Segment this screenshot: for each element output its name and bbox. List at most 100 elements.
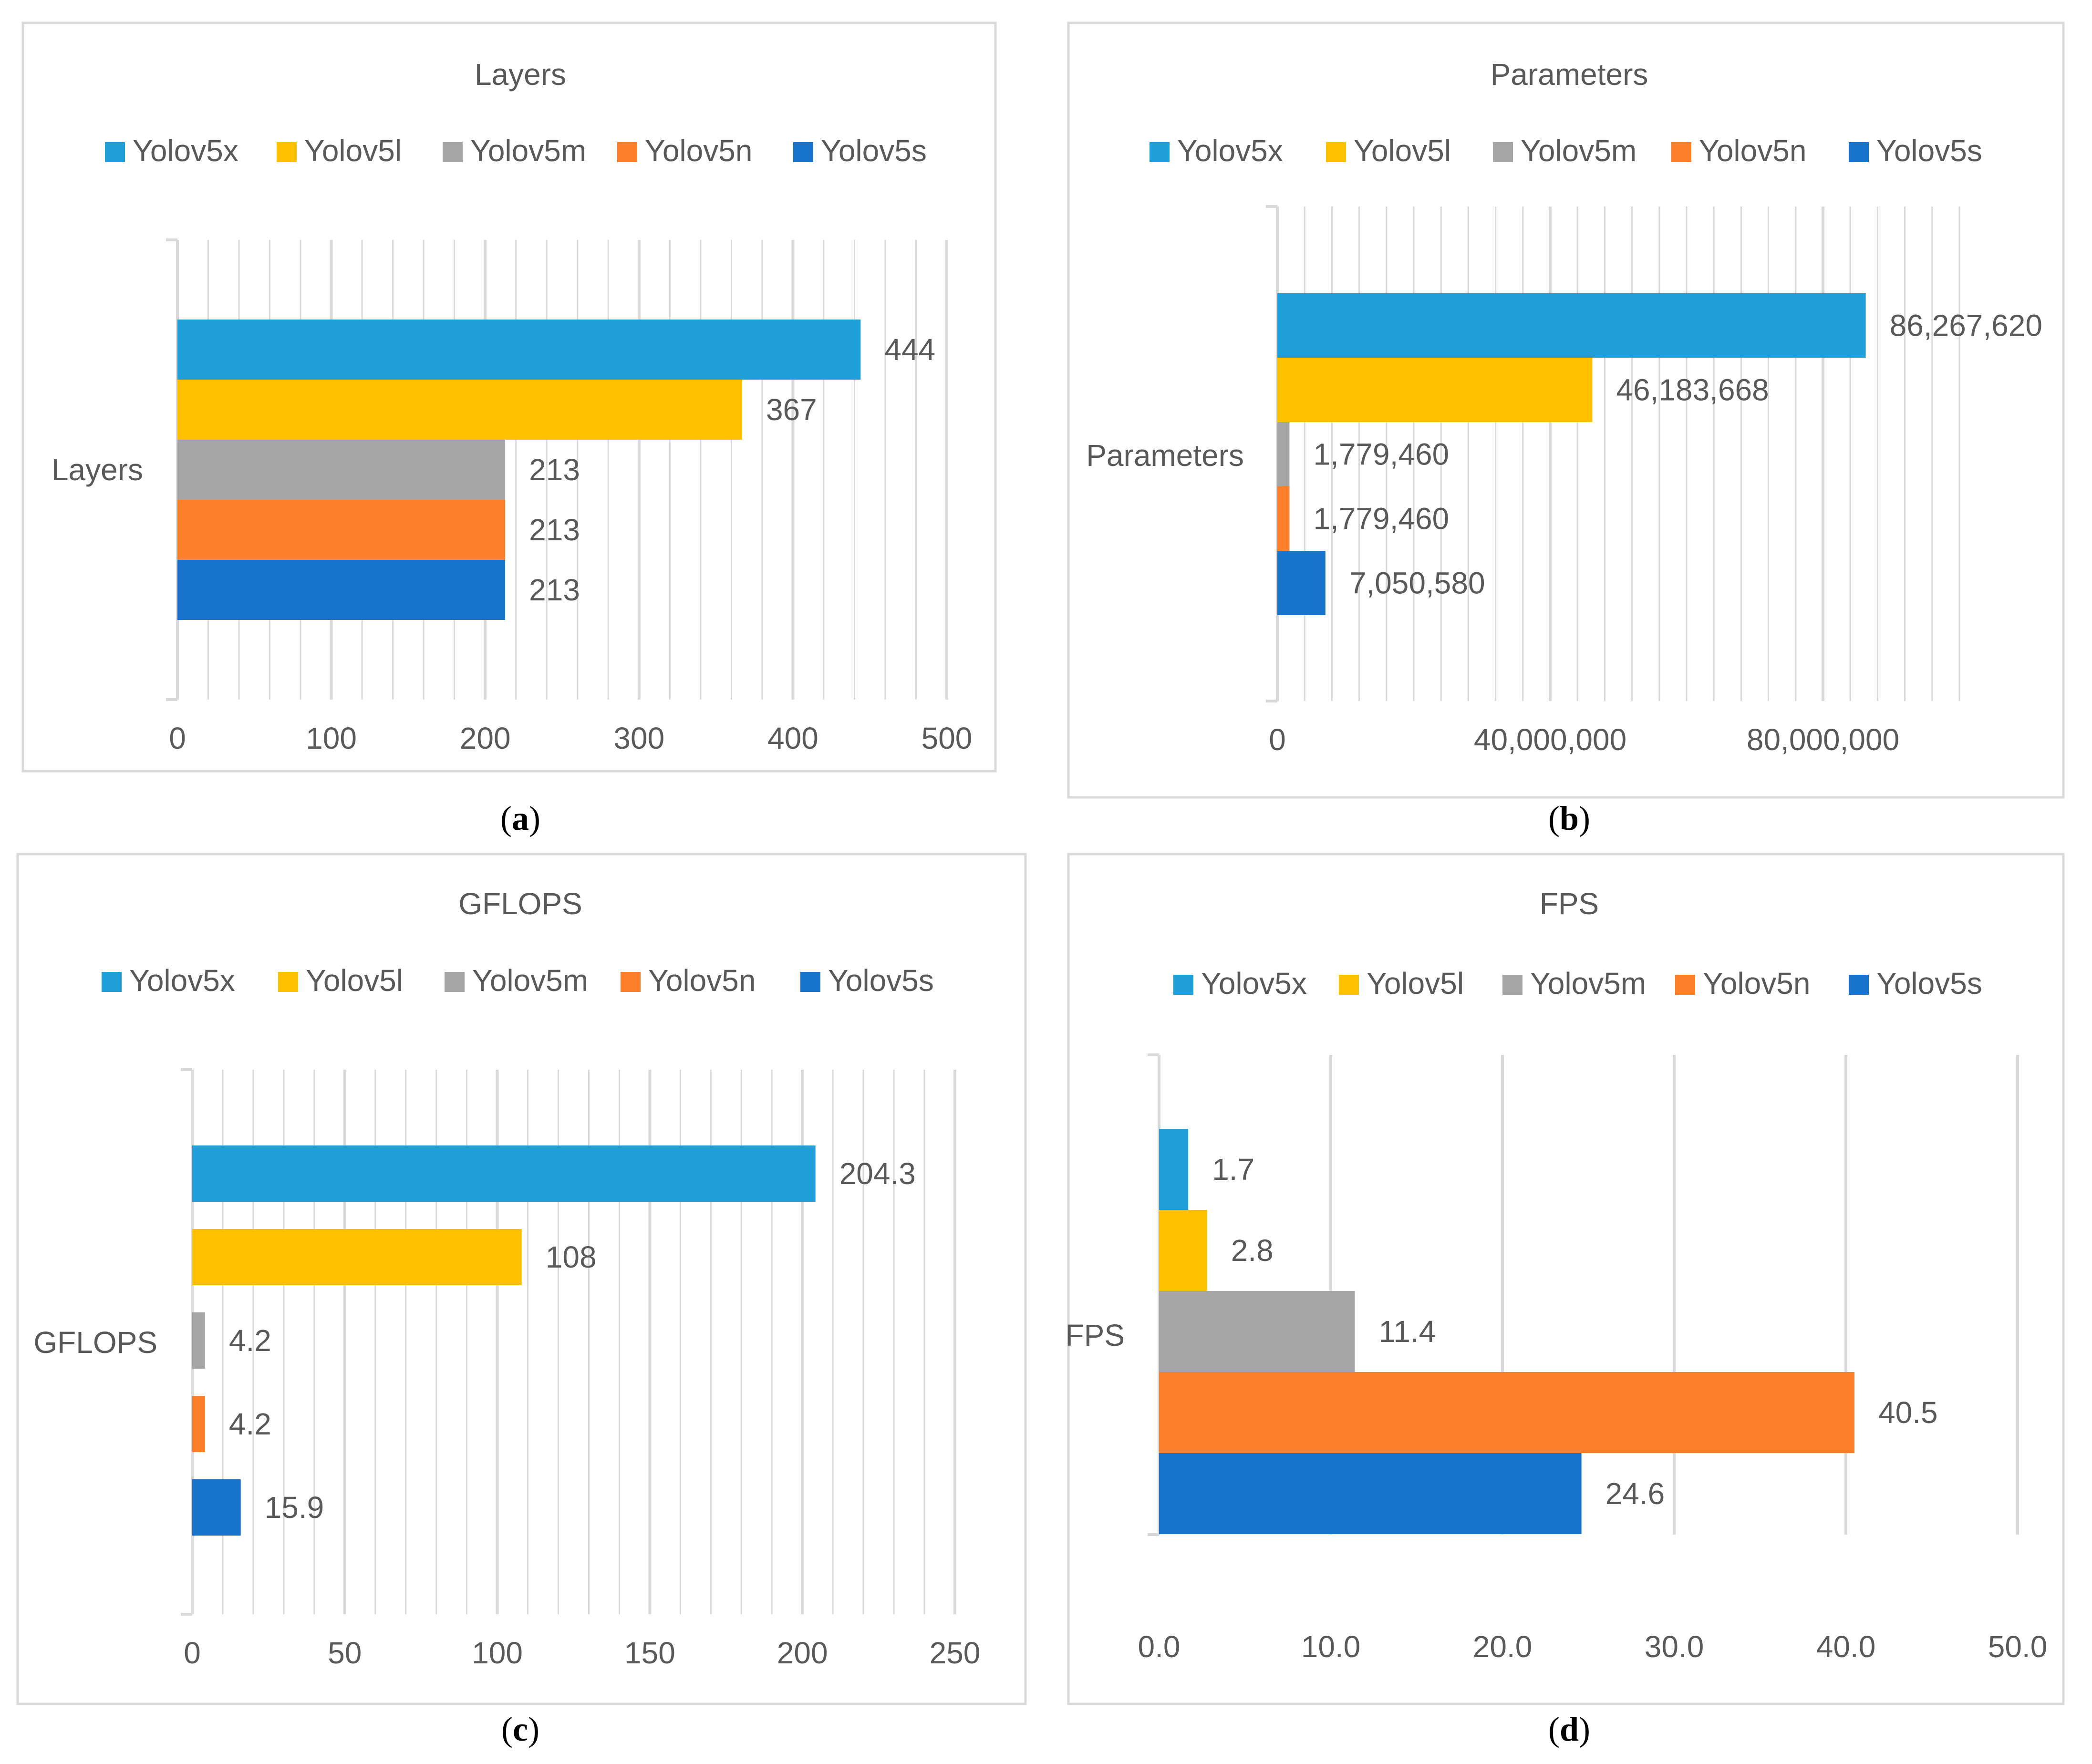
bar-yolov5n [1277,486,1290,551]
caption-open-paren: ( [501,1710,513,1748]
legend-swatch-yolov5s [1849,142,1869,162]
bar-yolov5l [192,1229,522,1285]
data-label-yolov5s: 7,050,580 [1349,566,1485,600]
bar-yolov5m [177,440,506,500]
bar-yolov5x [192,1145,816,1202]
legend-label-yolov5m: Yolov5m [1530,966,1646,1001]
legend-label-yolov5l: Yolov5l [1354,134,1451,168]
legend-label-yolov5x: Yolov5x [1177,134,1283,168]
legend-label-yolov5l: Yolov5l [1367,966,1464,1001]
bar-yolov5s [192,1479,241,1536]
legend-swatch-yolov5n [617,142,637,162]
caption-open-paren: ( [500,799,512,837]
legend-swatch-yolov5l [278,972,298,992]
data-label-yolov5l: 2.8 [1231,1233,1274,1268]
bar-yolov5s [1159,1453,1582,1534]
chart-title: Parameters [1491,57,1648,92]
chart-panel-fps: FPS Yolov5x Yolov5l Yolov5m Yolov5n Yolov5s 1.… [1066,853,2065,1705]
x-tick-label: 200 [777,1636,828,1670]
data-label-yolov5x: 444 [884,332,935,367]
bar-yolov5m [192,1312,205,1369]
data-label-yolov5m: 11.4 [1378,1314,1436,1349]
category-label: Parameters [1086,438,1244,473]
legend-swatch-yolov5m [445,972,465,992]
x-tick-label: 40,000,000 [1474,722,1626,757]
bar-yolov5s [177,560,506,620]
legend-label-yolov5m: Yolov5m [472,963,588,998]
bars: 1.7 2.8 11.4 40.5 24.6 [1159,1129,1938,1534]
caption-close-paren: ) [1579,799,1590,837]
category-label: Layers [52,453,143,487]
data-label-yolov5s: 15.9 [265,1490,324,1525]
legend-swatch-yolov5s [1849,975,1869,995]
bar-yolov5n [1159,1372,1854,1453]
legend-swatch-yolov5m [1502,975,1522,995]
x-tick-label: 300 [613,721,664,755]
x-tick-labels: 0.0 10.0 20.0 30.0 40.0 50.0 [1138,1630,2048,1664]
data-label-yolov5n: 4.2 [229,1407,271,1441]
x-tick-label: 0 [1269,722,1286,757]
legend-swatch-yolov5n [1675,975,1695,995]
caption-open-paren: ( [1548,1710,1560,1748]
chart-title: FPS [1540,887,1599,921]
x-tick-label: 20.0 [1473,1630,1533,1664]
category-label: FPS [1066,1318,1125,1352]
legend: Yolov5x Yolov5l Yolov5m Yolov5n Yolov5s [1173,966,1982,1001]
legend: Yolov5x Yolov5l Yolov5m Yolov5n Yolov5s [105,134,927,168]
chart-title: GFLOPS [458,887,582,921]
x-tick-label: 500 [922,721,973,755]
bar-yolov5n [192,1396,205,1452]
legend-label-yolov5x: Yolov5x [129,963,235,998]
x-tick-label: 250 [930,1636,981,1670]
bar-yolov5l [177,380,742,440]
caption-open-paren: ( [1548,799,1560,837]
legend-label-yolov5s: Yolov5s [821,134,927,168]
bar-yolov5s [1277,551,1326,615]
bar-yolov5x [1277,293,1866,358]
x-tick-label: 50.0 [1988,1630,2048,1664]
legend-swatch-yolov5x [1150,142,1170,162]
data-label-yolov5m: 213 [529,453,580,487]
caption-close-paren: ) [528,1710,539,1748]
data-label-yolov5x: 1.7 [1212,1152,1254,1186]
x-tick-label: 40.0 [1816,1630,1876,1664]
legend-swatch-yolov5l [1326,142,1346,162]
bar-yolov5l [1159,1210,1207,1291]
x-tick-label: 10.0 [1301,1630,1361,1664]
x-tick-label: 80,000,000 [1747,722,1899,757]
bar-yolov5l [1277,358,1593,422]
panel-caption: (a) [500,799,540,837]
legend-swatch-yolov5l [277,142,297,162]
legend-label-yolov5x: Yolov5x [133,134,238,168]
legend-label-yolov5n: Yolov5n [645,134,752,168]
legend-label-yolov5l: Yolov5l [304,134,402,168]
data-label-yolov5l: 367 [766,392,817,427]
bar-yolov5x [1159,1129,1189,1210]
data-label-yolov5x: 204.3 [839,1156,916,1191]
data-label-yolov5x: 86,267,620 [1890,309,2042,343]
x-tick-label: 50 [328,1636,362,1670]
x-tick-label: 400 [767,721,818,755]
legend-swatch-yolov5x [102,972,122,992]
legend-label-yolov5m: Yolov5m [1521,134,1636,168]
data-label-yolov5n: 213 [529,513,580,547]
legend-swatch-yolov5s [800,972,820,992]
legend-label-yolov5l: Yolov5l [306,963,403,998]
bars: 86,267,620 46,183,668 1,779,460 1,779,460 7,… [1277,293,2042,615]
data-label-yolov5l: 46,183,668 [1616,373,1769,407]
legend-label-yolov5x: Yolov5x [1201,966,1307,1001]
legend-swatch-yolov5x [105,142,125,162]
x-tick-label: 0.0 [1138,1630,1181,1664]
data-label-yolov5m: 1,779,460 [1313,437,1449,472]
caption-letter: d [1560,1710,1579,1748]
data-label-yolov5s: 24.6 [1605,1476,1665,1511]
legend-swatch-yolov5l [1339,975,1359,995]
x-tick-label: 100 [306,721,357,755]
x-tick-labels: 0 40,000,000 80,000,000 [1269,722,1899,757]
legend-label-yolov5s: Yolov5s [1876,966,1982,1001]
caption-letter: a [512,799,529,837]
chart-frame [1067,853,2065,1705]
bars: 204.3 108 4.2 4.2 15.9 [192,1145,916,1536]
